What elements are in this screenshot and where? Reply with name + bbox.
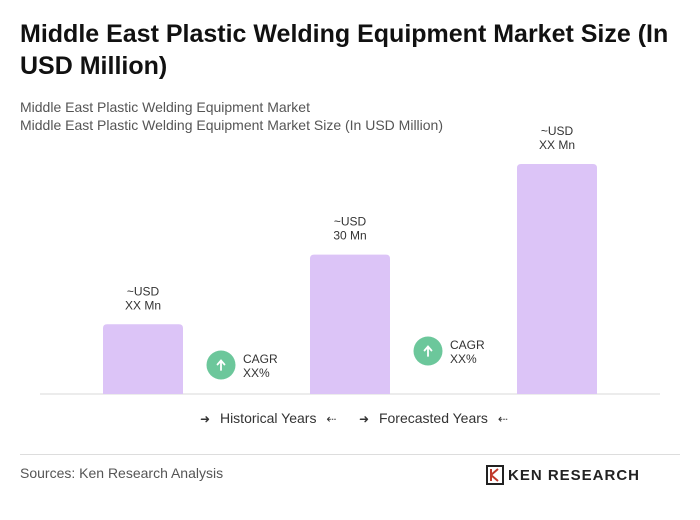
legend-historical: ➜ Historical Years ⇠ (200, 408, 336, 429)
ken-logo-icon (486, 465, 504, 485)
arrow-right-icon: ➜ (359, 412, 370, 426)
bar-value-label: 30 Mn (333, 229, 366, 243)
legend-forecasted-label: Forecasted Years (378, 410, 488, 426)
cagr-label: CAGR (450, 338, 485, 352)
arrow-left-icon: ⇠ (326, 412, 337, 426)
bar (517, 164, 597, 394)
chart-subtitle-detail: Middle East Plastic Welding Equipment Ma… (20, 117, 444, 133)
ken-research-logo: KEN RESEARCH (486, 464, 640, 486)
arrow-up-icon (216, 359, 226, 371)
legend-historical-label: Historical Years (219, 410, 317, 426)
cagr-label: CAGR (243, 352, 278, 366)
bar-value-label: ~USD (541, 124, 574, 138)
bar-value-label: XX Mn (125, 298, 161, 312)
arrow-up-icon (423, 345, 433, 357)
bar-value-label: ~USD (334, 215, 367, 229)
footer-divider (20, 454, 680, 455)
bar-value-label: XX Mn (539, 138, 575, 152)
arrow-left-icon: ⇠ (497, 412, 508, 426)
source-note: Sources: Ken Research Analysis (20, 465, 224, 481)
page-title: Middle East Plastic Welding Equipment Ma… (20, 20, 669, 80)
bar (310, 254, 390, 394)
logo-wordmark: KEN RESEARCH (508, 466, 641, 484)
cagr-value: XX% (450, 352, 477, 366)
legend-forecasted: ➜ Forecasted Years ⇠ (359, 408, 508, 429)
bar (103, 324, 183, 394)
bar-value-label: ~USD (127, 284, 160, 298)
chart-subtitle: Middle East Plastic Welding Equipment Ma… (20, 99, 310, 115)
cagr-value: XX% (243, 366, 270, 380)
arrow-right-icon: ➜ (200, 412, 211, 426)
